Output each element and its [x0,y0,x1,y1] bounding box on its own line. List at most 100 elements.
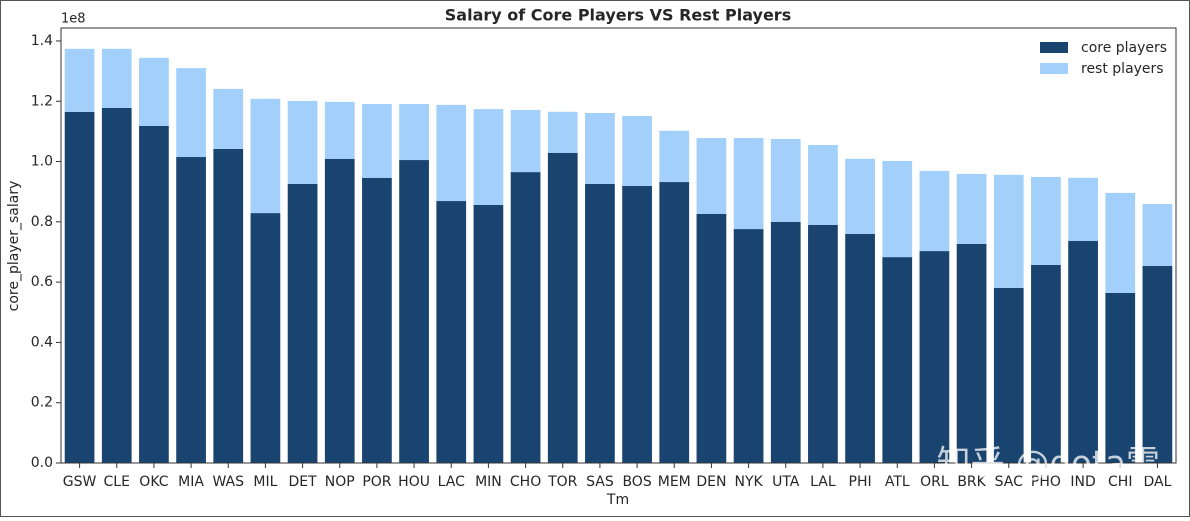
bar-segment [213,88,244,149]
bar-segment [139,57,169,126]
bar-segment [324,158,355,463]
y-axis-label: core_player_salary [6,181,22,312]
bar-segment [956,243,987,463]
bar-segment [1105,292,1136,463]
x-tick-label: SAS [586,474,614,490]
y-offset-label: 1e8 [61,12,86,27]
bar-segment [399,160,429,463]
x-tick-label: MIL [253,474,277,490]
bar-segment [362,177,392,463]
bar-segment [1031,176,1061,265]
bar-segment [1031,264,1061,463]
bar-segment [510,172,541,463]
bar-segment [547,152,578,463]
x-tick-label: MIA [178,474,204,490]
x-tick-label: HOU [398,474,430,490]
bar-segment [324,101,355,159]
y-tick-label: 1.4 [31,33,53,49]
bar-segment [659,182,690,464]
bar-segment [993,287,1024,463]
bar-segment [1105,192,1136,293]
x-tick-label: WAS [212,474,244,490]
bar-segment [733,138,764,230]
y-tick-label: 0.8 [31,214,53,230]
x-tick-label: CLE [104,474,130,490]
bar-segment [882,160,913,258]
bar-segment [139,125,169,464]
y-tick-label: 1.0 [31,154,53,170]
x-tick-label: DAL [1143,474,1171,490]
bar-segment [436,104,467,202]
bar-segment [1068,240,1098,463]
bar-segment [547,111,578,153]
x-tick-label: OKC [139,474,168,490]
bar-segment [1142,265,1173,463]
x-tick-label: GSW [63,474,97,490]
bar-segment [250,98,281,214]
bar-segment [808,144,838,225]
y-tick-label: 0.2 [31,395,53,411]
y-tick-label: 0.6 [31,274,53,290]
bar-segment [287,183,318,463]
bar-segment [585,113,615,184]
x-tick-label: LAL [810,474,836,490]
bar-segment [622,116,652,186]
x-tick-label: POR [362,474,391,490]
x-tick-label: NOP [325,474,355,490]
y-tick-label: 1.2 [31,93,53,109]
bar-segment [1068,177,1098,241]
x-tick-label: ATL [885,474,910,490]
watermark: 知乎 @dota雷 [937,444,1160,484]
bar-segment [993,174,1024,288]
bar-segment [473,204,504,463]
x-tick-label: TOR [547,474,578,490]
legend-swatch [1040,42,1068,53]
bar-segment [250,213,281,463]
legend-swatch [1040,63,1068,74]
x-tick-label: LAC [438,474,465,490]
bar-segment [956,173,987,244]
bar-segment [585,183,615,463]
bar-segment [622,185,652,463]
bar-segment [436,201,467,463]
x-tick-label: ORL [920,474,949,490]
bar-segment [770,221,801,463]
bar-segment [919,170,950,252]
bar-segment [287,100,318,184]
bar-segment [213,148,244,463]
x-axis-label: Tm [606,492,629,508]
bar-segment [696,138,727,214]
bar-segment [845,233,875,463]
bar-segment [101,48,132,108]
legend-label: core players [1081,40,1167,56]
x-tick-label: IND [1070,474,1095,490]
x-tick-label: SAC [995,474,1023,490]
bar-segment [770,138,801,222]
x-tick-label: CHI [1108,474,1132,490]
bar-segment [919,251,950,463]
bar-segment [808,224,838,463]
x-tick-label: DEN [696,474,726,490]
bar-segment [1142,204,1173,266]
legend-label: rest players [1081,61,1164,77]
y-tick-label: 0.4 [31,334,53,350]
bar-segment [510,109,541,173]
bar-segment [882,257,913,463]
x-tick-label: CHO [510,474,541,490]
x-tick-label: MIN [475,474,502,490]
y-tick-label: 0.0 [31,455,53,471]
x-tick-label: BOS [622,474,651,490]
bar-segment [176,68,206,158]
bar-segment [64,48,95,112]
x-tick-label: PHO [1031,474,1061,490]
bar-segment [845,158,875,234]
bar-segment [399,103,429,161]
bar-segment [64,111,95,464]
x-tick-label: DET [288,474,317,490]
x-tick-label: BRK [957,474,986,490]
bar-segment [696,213,727,463]
bar-segment [176,157,206,463]
bar-segment [473,109,504,205]
bar-segment [659,130,690,183]
